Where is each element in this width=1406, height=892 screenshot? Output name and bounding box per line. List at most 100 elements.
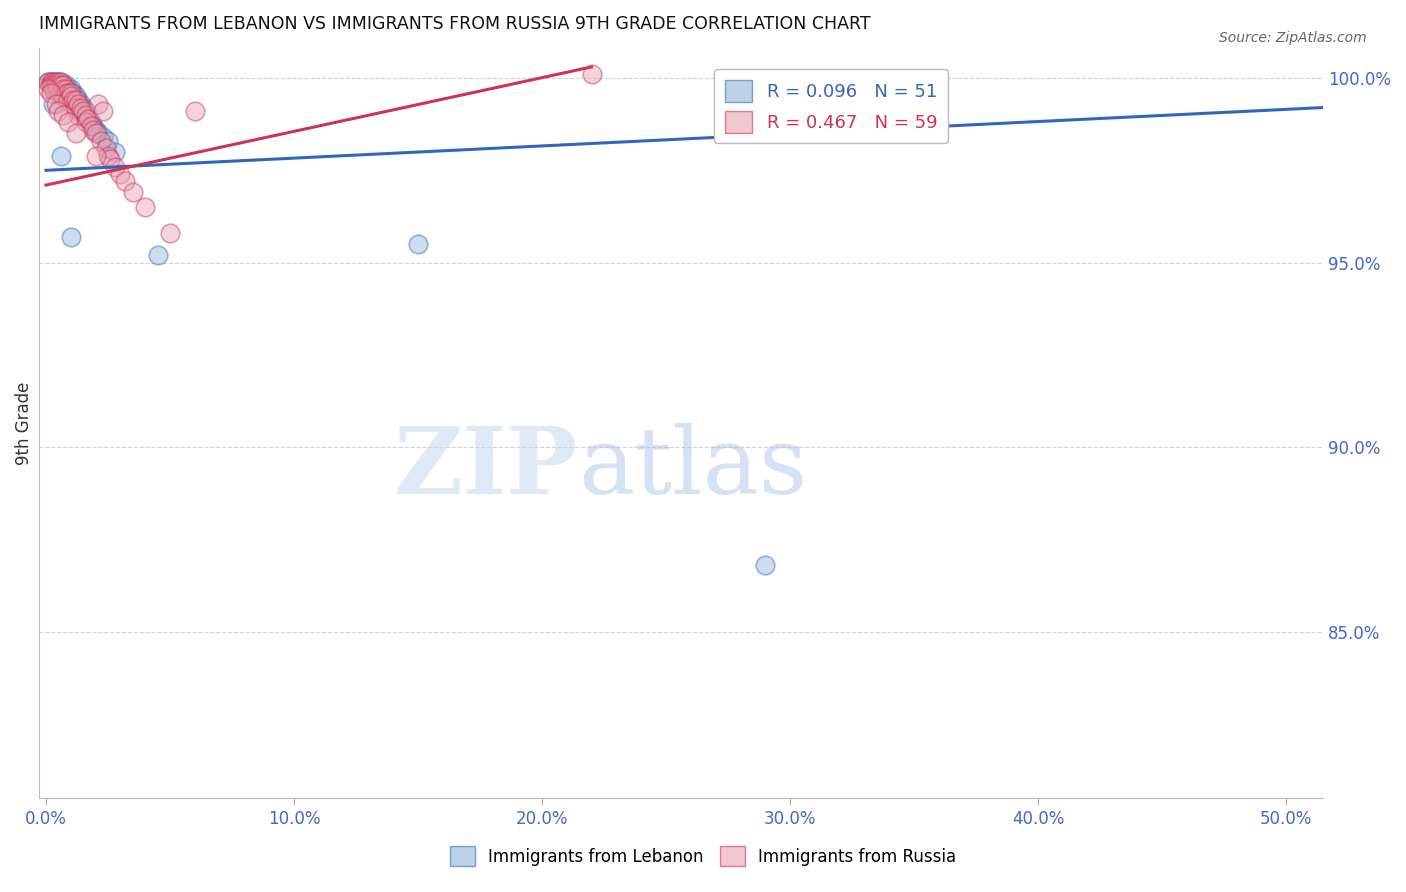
Point	[67, 93, 90, 107]
Point	[48, 78, 70, 93]
Point	[84, 122, 107, 136]
Point	[754, 558, 776, 573]
Point	[91, 130, 114, 145]
Point	[104, 145, 127, 159]
Point	[52, 89, 75, 103]
Point	[49, 86, 72, 100]
Point	[42, 96, 65, 111]
Point	[62, 86, 84, 100]
Point	[87, 127, 110, 141]
Point	[159, 226, 181, 240]
Point	[134, 200, 156, 214]
Point	[49, 75, 72, 89]
Point	[48, 104, 70, 119]
Point	[581, 67, 603, 81]
Point	[48, 75, 70, 89]
Point	[55, 89, 77, 103]
Point	[69, 101, 91, 115]
Point	[121, 186, 143, 200]
Point	[39, 86, 62, 100]
Text: ZIP: ZIP	[394, 424, 578, 513]
Point	[39, 75, 62, 89]
Point	[59, 86, 82, 100]
Point	[97, 148, 120, 162]
Point	[67, 104, 90, 119]
Point	[59, 89, 82, 103]
Point	[59, 86, 82, 100]
Point	[77, 112, 100, 126]
Point	[49, 75, 72, 89]
Point	[75, 108, 97, 122]
Point	[48, 75, 70, 89]
Point	[55, 82, 77, 96]
Point	[42, 82, 65, 96]
Point	[184, 104, 207, 119]
Point	[59, 93, 82, 107]
Point	[39, 75, 62, 89]
Point	[72, 101, 94, 115]
Legend: Immigrants from Lebanon, Immigrants from Russia: Immigrants from Lebanon, Immigrants from…	[443, 839, 963, 873]
Legend: R = 0.096   N = 51, R = 0.467   N = 59: R = 0.096 N = 51, R = 0.467 N = 59	[714, 69, 948, 144]
Point	[55, 82, 77, 96]
Point	[114, 174, 136, 188]
Point	[65, 93, 87, 107]
Point	[52, 108, 75, 122]
Point	[58, 82, 80, 96]
Point	[69, 96, 91, 111]
Point	[82, 119, 104, 133]
Point	[52, 82, 75, 96]
Point	[48, 82, 70, 96]
Point	[72, 104, 94, 119]
Point	[91, 104, 114, 119]
Point	[87, 96, 110, 111]
Text: IMMIGRANTS FROM LEBANON VS IMMIGRANTS FROM RUSSIA 9TH GRADE CORRELATION CHART: IMMIGRANTS FROM LEBANON VS IMMIGRANTS FR…	[38, 15, 870, 33]
Point	[82, 122, 104, 136]
Text: atlas: atlas	[578, 424, 807, 513]
Point	[59, 96, 82, 111]
Point	[45, 75, 67, 89]
Point	[75, 104, 97, 119]
Point	[79, 119, 101, 133]
Point	[49, 78, 72, 93]
Point	[37, 75, 59, 89]
Point	[52, 78, 75, 93]
Point	[65, 89, 87, 103]
Point	[90, 134, 112, 148]
Point	[77, 112, 100, 126]
Point	[42, 82, 65, 96]
Point	[406, 237, 429, 252]
Point	[45, 78, 67, 93]
Point	[110, 167, 132, 181]
Point	[75, 108, 97, 122]
Point	[59, 82, 82, 96]
Point	[55, 78, 77, 93]
Point	[52, 82, 75, 96]
Point	[49, 86, 72, 100]
Point	[42, 78, 65, 93]
Point	[58, 86, 80, 100]
Point	[39, 78, 62, 93]
Point	[94, 141, 117, 155]
Point	[52, 89, 75, 103]
Point	[67, 108, 90, 122]
Point	[45, 75, 67, 89]
Point	[65, 101, 87, 115]
Point	[62, 93, 84, 107]
Point	[146, 248, 169, 262]
Point	[62, 96, 84, 111]
Point	[49, 148, 72, 162]
Point	[84, 127, 107, 141]
Point	[48, 82, 70, 96]
Point	[100, 153, 122, 167]
Point	[58, 115, 80, 129]
Point	[39, 78, 62, 93]
Point	[45, 82, 67, 96]
Point	[59, 229, 82, 244]
Point	[97, 134, 120, 148]
Text: Source: ZipAtlas.com: Source: ZipAtlas.com	[1219, 31, 1367, 45]
Y-axis label: 9th Grade: 9th Grade	[15, 382, 32, 465]
Point	[48, 78, 70, 93]
Point	[84, 148, 107, 162]
Point	[65, 127, 87, 141]
Point	[79, 115, 101, 129]
